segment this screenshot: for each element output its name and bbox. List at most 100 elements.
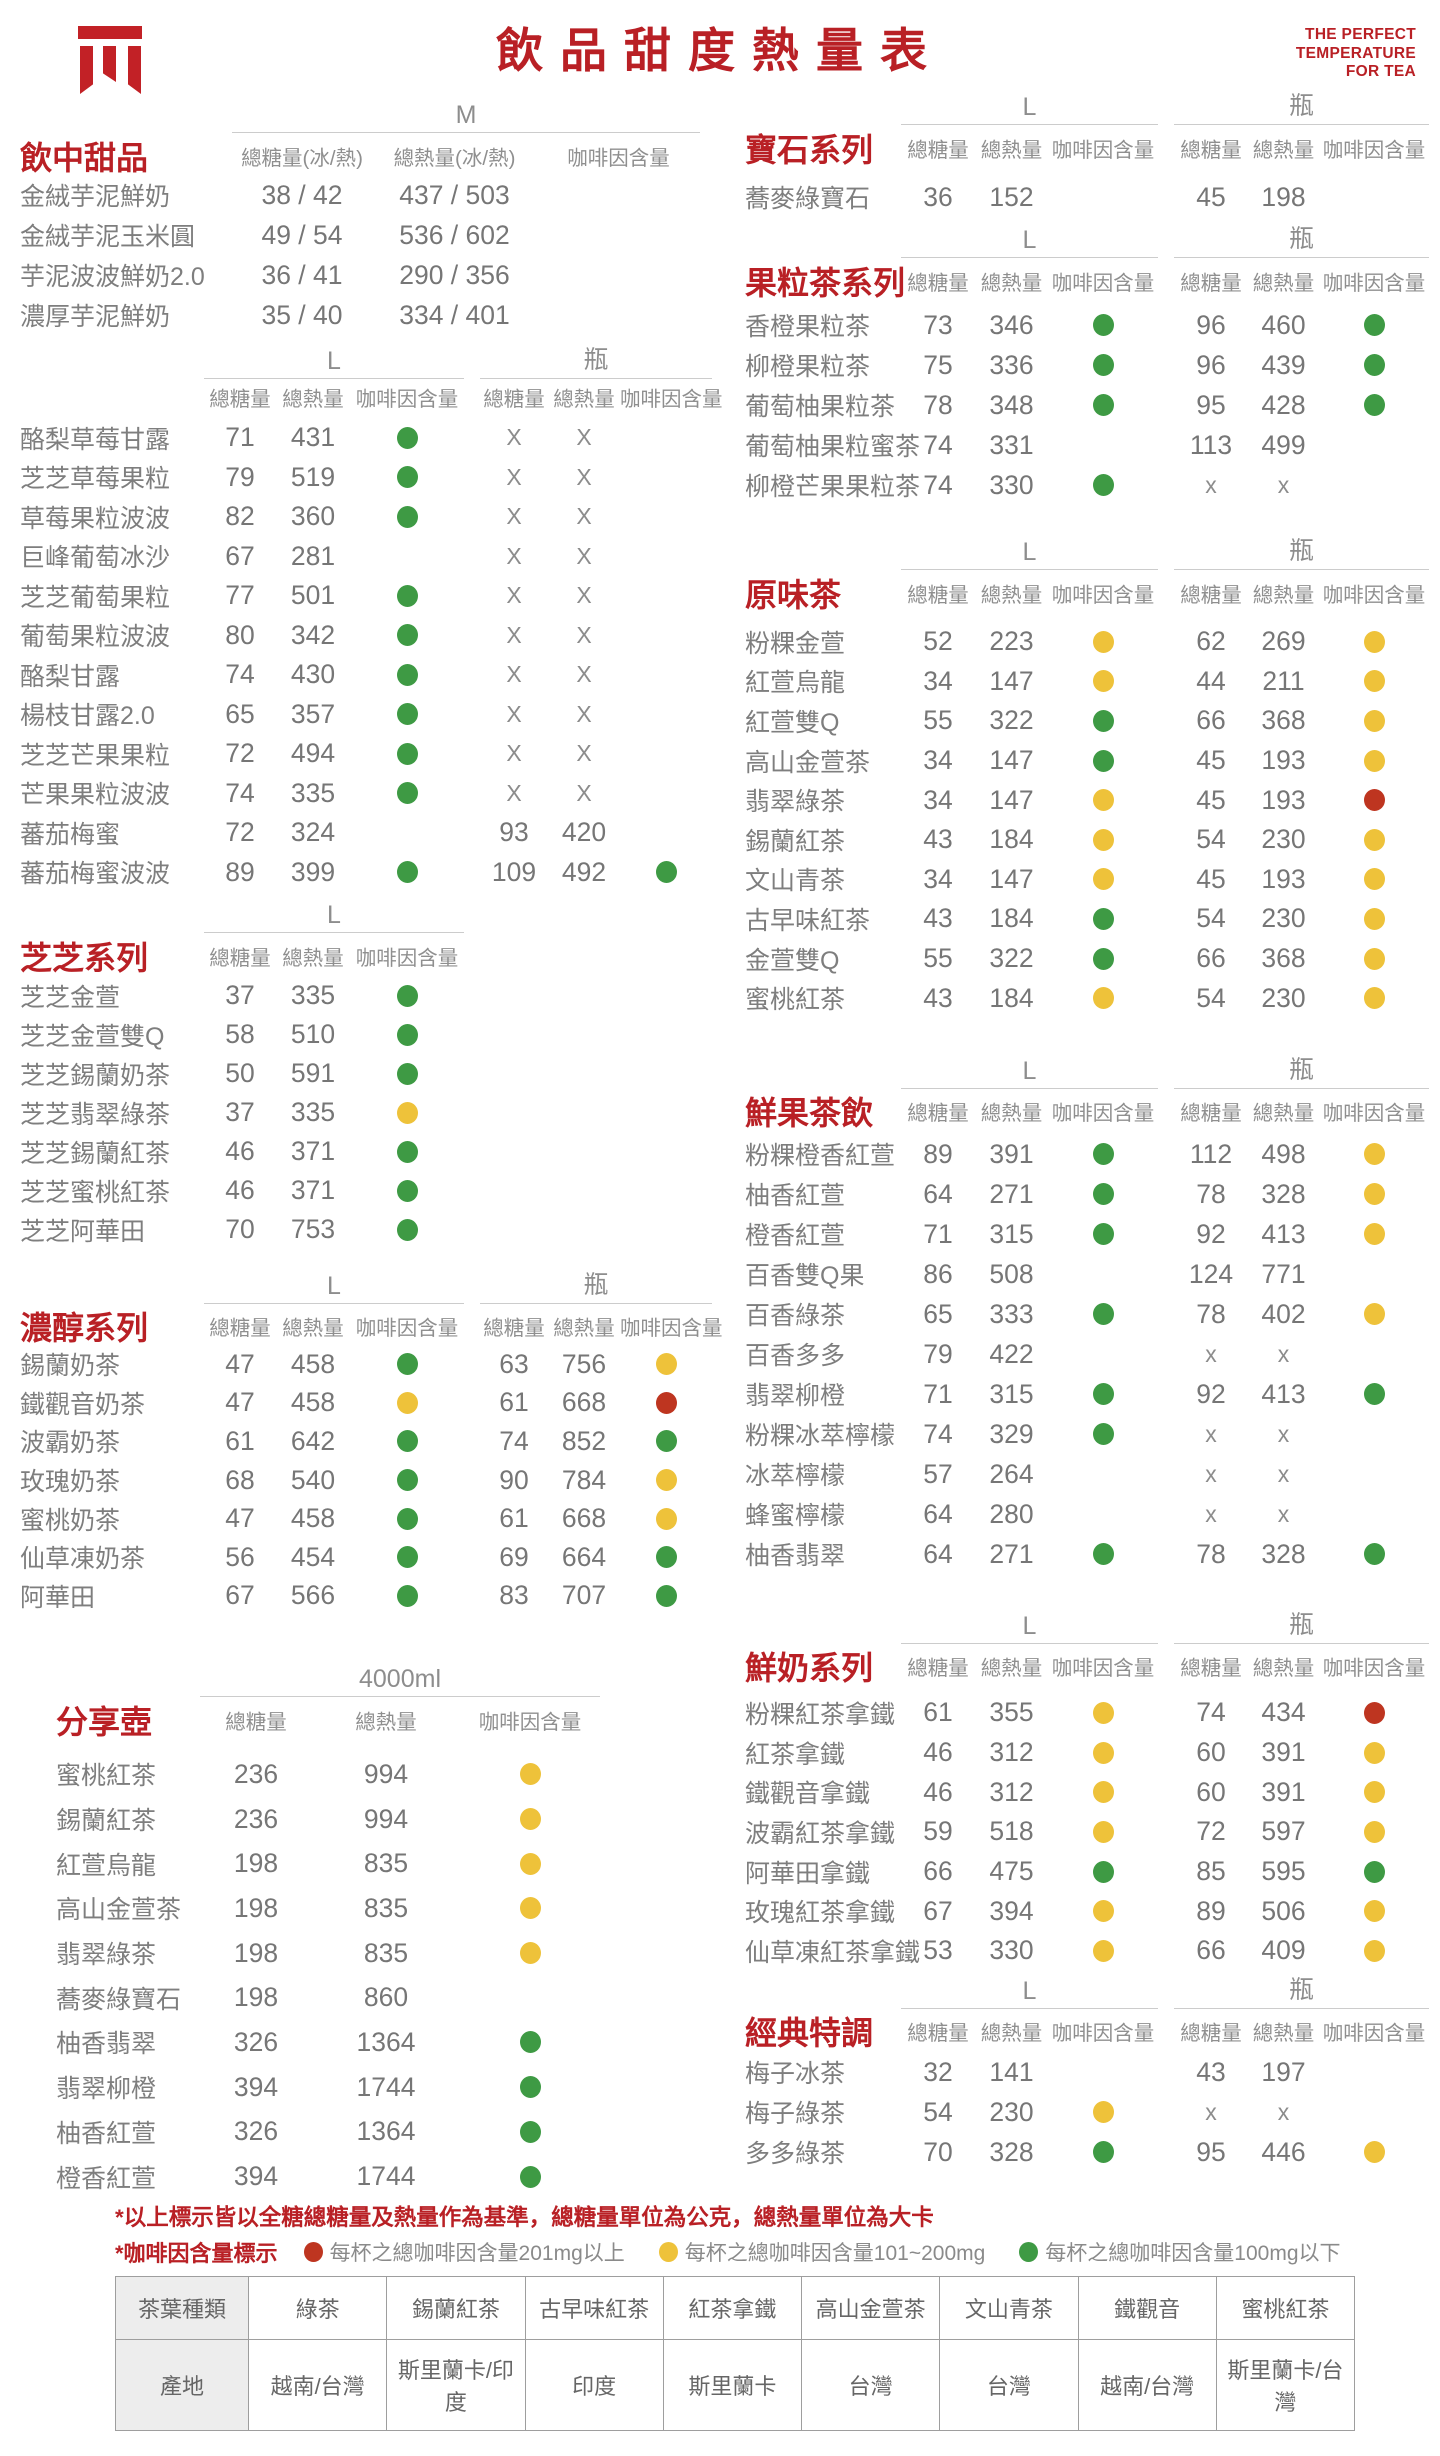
caffeine-dot-green bbox=[396, 782, 418, 805]
caffeine-dot-green bbox=[1019, 2242, 1039, 2262]
item-name: 仙草凍奶茶 bbox=[20, 1545, 146, 1574]
sugar-value: 86 bbox=[923, 1258, 953, 1289]
section-drink-desserts: M 飲中甜品 總糖量(冰/熱) 總熱量(冰/熱) 咖啡因含量 金絨芋泥鮮奶 38 / 42 4… bbox=[20, 95, 712, 335]
column-header-row: 寶石系列 總糖量 總熱量 咖啡因含量 總糖量 總熱量 咖啡因含量 bbox=[745, 125, 1429, 169]
item-name: 鐵觀音奶茶 bbox=[20, 1390, 146, 1419]
sugar-value: 61 bbox=[499, 1503, 529, 1534]
caffeine-dot-yellow bbox=[1092, 1741, 1114, 1764]
caffeine-dot-yellow bbox=[1363, 1183, 1385, 1205]
calorie-value: 335 bbox=[290, 777, 336, 808]
caffeine-indicator bbox=[1319, 1701, 1429, 1724]
sugar-value: 96 bbox=[1196, 349, 1226, 380]
sugar-value: 37 bbox=[225, 980, 255, 1010]
sugar-value: 95 bbox=[1196, 389, 1226, 420]
menu-row: 金萱雙Q 55 322 66 368 bbox=[745, 939, 1429, 979]
item-name: 橙香紅萱 bbox=[56, 2164, 157, 2193]
calorie-value: 591 bbox=[290, 1058, 336, 1088]
sugar-value: 72 bbox=[225, 817, 255, 848]
caffeine-dot-green bbox=[1092, 1383, 1114, 1405]
sugar-value: 43 bbox=[923, 824, 953, 855]
caffeine-indicator bbox=[1319, 749, 1429, 772]
sugar-value: 43 bbox=[923, 982, 953, 1013]
caffeine-dot-red bbox=[1363, 1701, 1385, 1724]
calorie-value: 193 bbox=[1261, 745, 1306, 776]
section-title-cell: 濃醇系列 bbox=[20, 1303, 204, 1349]
item-name: 芋泥波波鮮奶2.0 bbox=[20, 263, 205, 291]
caffeine-dot-green bbox=[396, 861, 418, 884]
sugar-value: 60 bbox=[1196, 1776, 1226, 1807]
calorie-header: 總熱量 bbox=[355, 1711, 417, 1734]
caffeine-dot-green bbox=[1092, 2141, 1114, 2163]
caffeine-indicator bbox=[1048, 2141, 1158, 2163]
calorie-value: 439 bbox=[1261, 349, 1306, 380]
caffeine-indicator bbox=[1048, 1143, 1158, 1165]
caffeine-indicator bbox=[1319, 1303, 1429, 1325]
calorie-value: 342 bbox=[290, 619, 336, 650]
item-name: 香橙果粒茶 bbox=[745, 313, 871, 341]
size-header-row: L bbox=[20, 895, 712, 933]
caffeine-indicator bbox=[350, 1062, 464, 1085]
calorie-value: 328 bbox=[1261, 1178, 1306, 1209]
item-name: 波霸紅茶拿鐵 bbox=[745, 1819, 896, 1848]
origin-table-cell: 台灣 bbox=[939, 2339, 1079, 2431]
section-title: 分享壺 bbox=[56, 1703, 153, 1741]
calorie-value: 184 bbox=[989, 824, 1034, 855]
calorie-value: 230 bbox=[1261, 903, 1306, 934]
caffeine-dot-yellow bbox=[1363, 828, 1385, 851]
caffeine-dot-green bbox=[655, 1430, 677, 1453]
section-title-cell: 飲中甜品 bbox=[20, 133, 232, 179]
calorie-value: 335 bbox=[290, 980, 336, 1010]
item-name: 紅萱烏龍 bbox=[745, 669, 846, 698]
caffeine-indicator bbox=[1319, 670, 1429, 693]
caffeine-dot-green bbox=[1092, 749, 1114, 772]
menu-row: 芝芝金萱 37 335 bbox=[20, 976, 712, 1015]
calorie-header: 總熱量 bbox=[980, 584, 1043, 607]
caffeine-dot-green bbox=[655, 1546, 677, 1569]
sugar-value: 66 bbox=[1196, 943, 1226, 974]
caffeine-indicator bbox=[350, 466, 464, 489]
sugar-value: 74 bbox=[499, 1425, 529, 1456]
size-label-bottle: 瓶 bbox=[1174, 1605, 1429, 1644]
sugar-value: 89 bbox=[1196, 1895, 1226, 1926]
calorie-value: 280 bbox=[989, 1498, 1034, 1529]
menu-row: 酪梨草莓甘露 71 431 X X bbox=[20, 418, 712, 458]
caffeine-indicator bbox=[1048, 1860, 1158, 1883]
sugar-value: 69 bbox=[499, 1541, 529, 1572]
sugar-header: 總糖量 bbox=[907, 272, 969, 295]
sugar-value: x bbox=[1205, 471, 1217, 498]
calorie-value: X bbox=[576, 582, 592, 609]
calorie-value: 852 bbox=[561, 1425, 607, 1456]
item-name: 葡萄柚果粒蜜茶 bbox=[745, 433, 921, 461]
caffeine-indicator bbox=[1048, 354, 1158, 376]
menu-row: 錫蘭紅茶 236 994 bbox=[20, 1797, 712, 1842]
item-name: 金萱雙Q bbox=[745, 946, 840, 975]
menu-row: 芝芝草莓果粒 79 519 X X bbox=[20, 458, 712, 498]
calorie-value: 147 bbox=[989, 745, 1034, 776]
section-title: 鮮奶系列 bbox=[745, 1649, 874, 1687]
calorie-value: 315 bbox=[989, 1378, 1034, 1409]
item-name: 金絨芋泥鮮奶 bbox=[20, 183, 171, 211]
sugar-value: 54 bbox=[1196, 903, 1226, 934]
item-name: 翡翠柳橙 bbox=[745, 1382, 846, 1410]
calorie-value: 642 bbox=[290, 1425, 336, 1456]
caffeine-indicator bbox=[1319, 1860, 1429, 1883]
sugar-value: 35 / 40 bbox=[261, 299, 343, 330]
row-header-cell: 茶葉種類 bbox=[115, 2276, 249, 2340]
sugar-value: 89 bbox=[225, 856, 255, 887]
item-name: 巨峰葡萄冰沙 bbox=[20, 544, 171, 573]
calorie-value: 348 bbox=[989, 389, 1034, 420]
caffeine-legend-label: *咖啡因含量標示 bbox=[115, 2241, 278, 2266]
sugar-value: 54 bbox=[1196, 982, 1226, 1013]
menu-row: 葡萄柚果粒茶 78 348 95 428 bbox=[745, 385, 1429, 425]
item-name: 芝芝錫蘭紅茶 bbox=[20, 1139, 171, 1168]
caffeine-indicator bbox=[350, 861, 464, 884]
menu-row: 柳橙芒果果粒茶 74 330 x x bbox=[745, 465, 1429, 505]
calorie-value: 357 bbox=[290, 698, 336, 729]
origin-table-cell: 文山青茶 bbox=[939, 2276, 1079, 2340]
caffeine-dot-yellow bbox=[655, 1353, 677, 1376]
caffeine-dot-yellow bbox=[1092, 1939, 1114, 1962]
caffeine-dot-yellow bbox=[1363, 2141, 1385, 2163]
caffeine-header: 咖啡因含量 bbox=[1051, 2022, 1155, 2045]
item-name: 阿華田 bbox=[20, 1583, 96, 1612]
